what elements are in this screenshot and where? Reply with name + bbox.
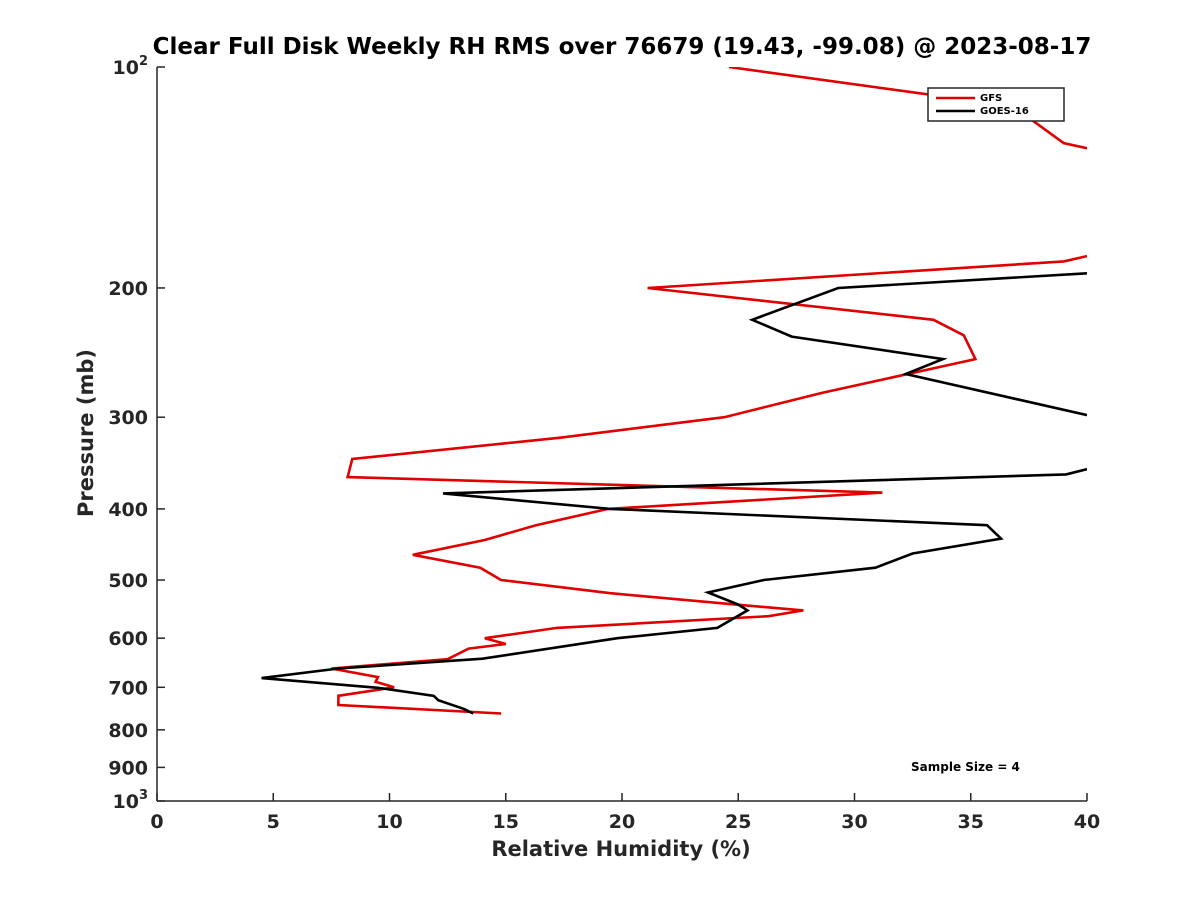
y-tick-label: 300: [108, 407, 148, 429]
legend: GFS GOES-16: [927, 87, 1065, 122]
y-tick-label: 900: [108, 757, 148, 779]
legend-box: [927, 87, 1065, 122]
y-tick-label: 500: [108, 570, 148, 592]
legend-label-gfs: GFS: [980, 93, 1002, 104]
y-tick-label: 103: [113, 788, 149, 813]
x-tick-label: 25: [725, 811, 751, 833]
series-line-goes16: [261, 272, 1087, 715]
y-tick-label: 102: [113, 54, 149, 79]
series-line-gfs: [331, 67, 1087, 715]
y-tick-label: 800: [108, 720, 148, 742]
x-tick-label: 15: [493, 811, 519, 833]
y-axis-label: Pressure (mb): [74, 349, 98, 517]
x-tick-label: 10: [376, 811, 402, 833]
y-tick-label: 200: [108, 278, 148, 300]
chart-title: Clear Full Disk Weekly RH RMS over 76679…: [153, 34, 1092, 60]
x-tick-label: 30: [841, 811, 867, 833]
x-tick-label: 5: [267, 811, 280, 833]
y-tick-label: 400: [108, 499, 148, 521]
x-tick-label: 20: [609, 811, 635, 833]
y-tick-label: 600: [108, 628, 148, 650]
x-tick-label: 40: [1074, 811, 1100, 833]
sample-size-annotation: Sample Size = 4: [911, 760, 1020, 774]
legend-label-goes16: GOES-16: [980, 106, 1029, 117]
x-ticks: 0 5 10 15 20 25 30 35 40: [150, 793, 1100, 833]
x-tick-label: 0: [150, 811, 163, 833]
x-axis-label: Relative Humidity (%): [491, 837, 750, 861]
series-layer: [261, 67, 1087, 715]
y-tick-label: 700: [108, 677, 148, 699]
y-ticks: 102 200 300 400 500 600 700 800 900 103: [108, 54, 165, 813]
x-tick-label: 35: [958, 811, 984, 833]
